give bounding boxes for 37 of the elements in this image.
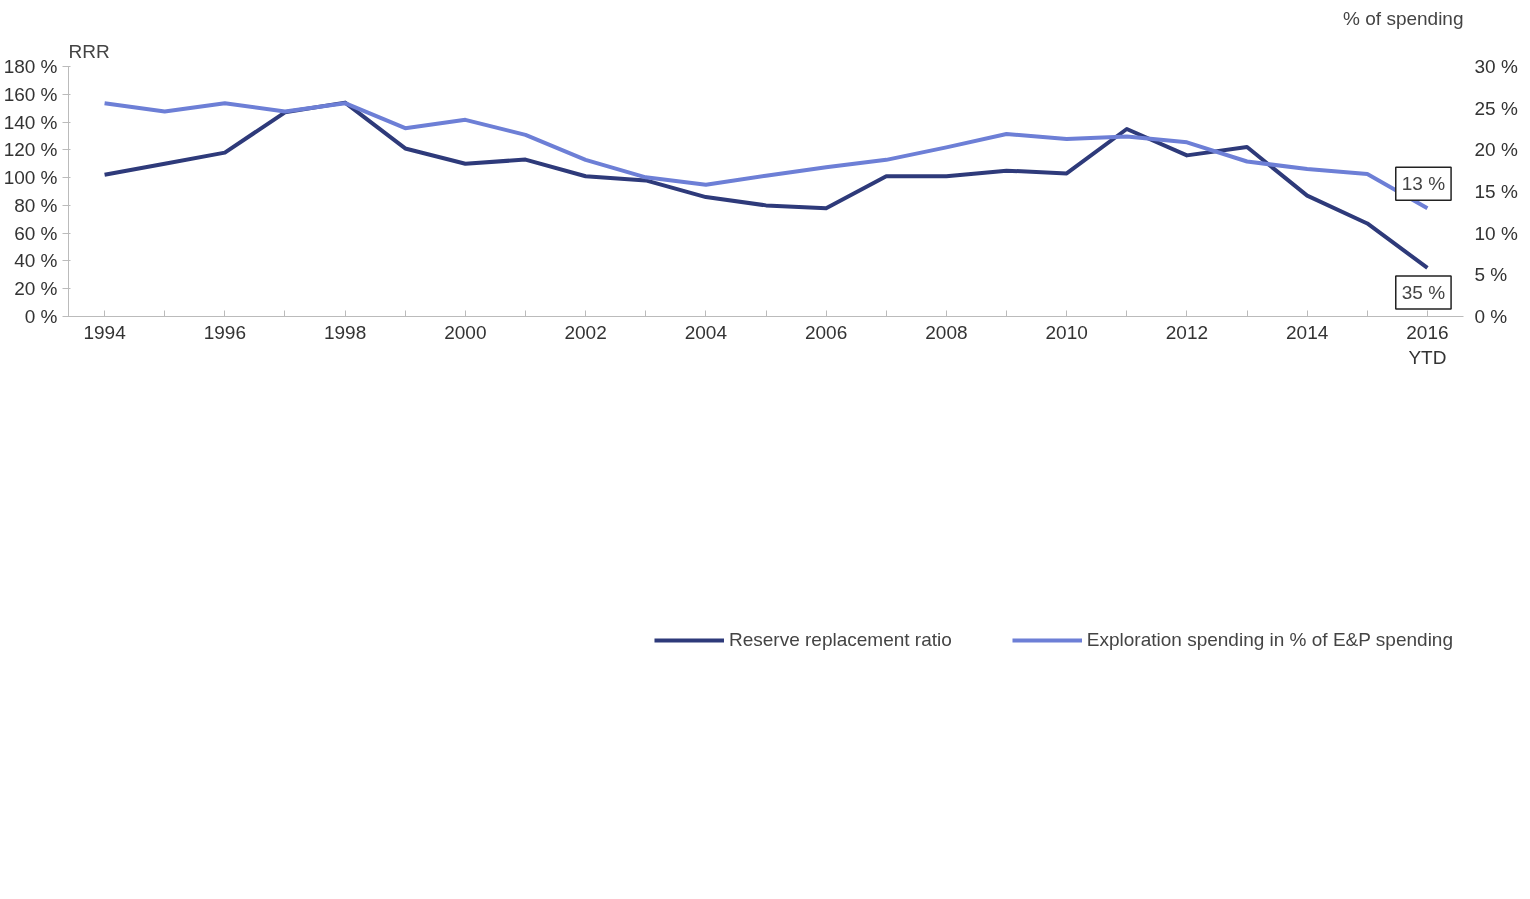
x-tick-label: 2012 <box>1165 321 1209 343</box>
x-tick-label: 1994 <box>83 321 127 343</box>
y2-tick-label: 5 % <box>1474 264 1508 286</box>
data-label: 13 % <box>1401 173 1446 195</box>
data-label: 35 % <box>1401 281 1446 303</box>
y-tick-label: 40 % <box>14 250 58 272</box>
legend-label: Reserve replacement ratio <box>728 629 952 651</box>
y2-tick-label: 20 % <box>1474 139 1518 161</box>
y-tick-label: 0 % <box>24 306 58 327</box>
x-tick-label: 2008 <box>925 321 968 343</box>
line-series <box>102 101 1430 211</box>
legend-label: Exploration spending in % of E&P spending <box>1086 629 1453 651</box>
line-series <box>102 100 1430 270</box>
y2-tick-label: 10 % <box>1474 222 1518 244</box>
y2-axis-title: % of spending <box>1343 7 1464 29</box>
x-tick-label: 2002 <box>564 321 607 343</box>
y2-tick-label: 30 % <box>1474 56 1518 77</box>
x-tick-label: 2014 <box>1286 321 1329 343</box>
y-tick-label: 100 % <box>3 167 58 189</box>
y2-tick-label: 15 % <box>1474 181 1518 202</box>
y-tick-label: 60 % <box>14 222 58 244</box>
y-tick-label: 20 % <box>14 278 58 300</box>
x-tick-label: 1998 <box>323 321 367 343</box>
y2-tick-label: 25 % <box>1474 97 1518 119</box>
y-axis-title: RRR <box>68 40 110 62</box>
y-tick-label: 140 % <box>3 111 58 133</box>
y-tick-label: 160 % <box>3 83 58 105</box>
x-tick-label: 2010 <box>1045 321 1088 343</box>
x-tick-label: 2016 YTD <box>1406 321 1449 368</box>
y-tick-label: 180 % <box>3 56 58 77</box>
x-tick-label: 1996 <box>203 321 246 343</box>
x-tick-label: 2000 <box>444 321 487 343</box>
x-tick-label: 2006 <box>805 321 848 343</box>
y2-tick-label: 0 % <box>1474 306 1508 327</box>
x-tick-label: 2004 <box>684 321 728 343</box>
y-tick-label: 80 % <box>14 194 58 216</box>
y-tick-label: 120 % <box>3 139 58 161</box>
